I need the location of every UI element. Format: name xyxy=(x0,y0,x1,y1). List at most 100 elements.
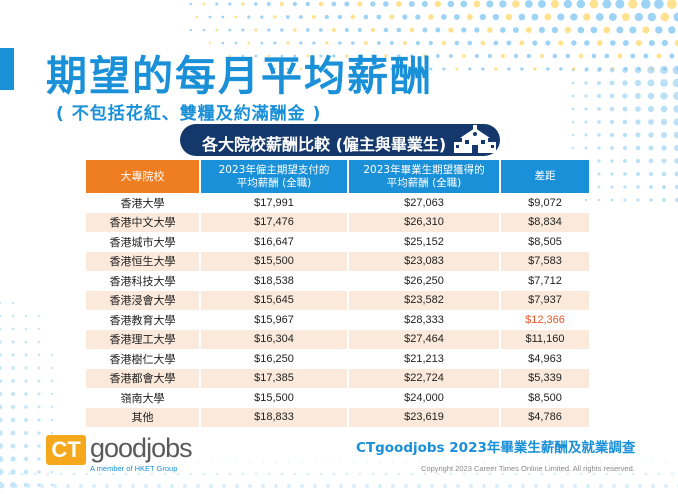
decorative-dot xyxy=(675,198,678,202)
decorative-dot xyxy=(37,340,41,344)
footer-title: CTgoodjobs 2023年畢業生薪酬及就業調查 xyxy=(356,440,636,456)
decorative-dot xyxy=(608,13,617,21)
decorative-dot xyxy=(634,12,643,22)
decorative-dot xyxy=(50,366,54,370)
decorative-dot xyxy=(648,119,654,125)
decorative-dot xyxy=(286,15,290,19)
decorative-dot xyxy=(24,340,28,344)
decorative-dot xyxy=(209,484,213,488)
decorative-dot xyxy=(210,461,212,463)
table-row: 香港科技大學 $18,538 $26,250 $7,712 xyxy=(86,271,589,291)
header-institution-label: 大專院校 xyxy=(120,170,165,183)
decorative-dot xyxy=(641,0,651,9)
decorative-dot xyxy=(383,27,389,33)
decorative-dot xyxy=(337,14,343,20)
decorative-dot xyxy=(584,68,588,72)
decorative-dot xyxy=(644,472,648,476)
decorative-dot xyxy=(584,40,590,46)
decorative-dot xyxy=(202,28,206,32)
table-row: 香港中文大學 $17,476 $26,310 $8,834 xyxy=(86,212,589,232)
decorative-dot xyxy=(301,461,303,463)
decorative-dot xyxy=(548,461,550,463)
decorative-dot xyxy=(395,1,402,7)
decorative-dot xyxy=(565,53,571,59)
decorative-dot xyxy=(448,54,453,58)
decorative-dot xyxy=(475,472,479,476)
decorative-dot xyxy=(405,461,407,463)
decorative-dot xyxy=(37,379,41,383)
decorative-dot xyxy=(306,28,310,32)
decorative-dot xyxy=(590,26,598,34)
decorative-dot xyxy=(647,79,655,87)
decorative-dot xyxy=(605,472,609,476)
decorative-dot xyxy=(648,145,654,151)
decorative-dot xyxy=(415,14,421,20)
decorative-dot xyxy=(467,40,473,46)
decorative-dot xyxy=(267,472,271,476)
decorative-dot xyxy=(455,67,459,71)
decorative-dot xyxy=(410,472,414,476)
decorative-dot xyxy=(260,41,264,45)
decorative-dot xyxy=(0,455,4,463)
decorative-dot xyxy=(660,79,668,87)
decorative-dot xyxy=(20,472,24,476)
decorative-dot xyxy=(306,472,310,476)
employer-salary-cell: $16,647 xyxy=(254,235,294,248)
decorative-dot xyxy=(435,27,441,33)
decorative-dot xyxy=(24,353,28,357)
decorative-dot xyxy=(495,484,499,488)
graduate-salary-cell: $26,310 xyxy=(349,212,499,232)
decorative-dot xyxy=(674,171,678,177)
decorative-dot xyxy=(487,27,493,33)
decorative-dot xyxy=(659,65,669,75)
decorative-dot xyxy=(630,53,636,59)
decorative-dot xyxy=(408,1,415,7)
graduate-salary-cell: $23,083 xyxy=(349,251,499,271)
gap-cell: $7,583 xyxy=(501,251,589,271)
decorative-dot xyxy=(50,470,54,474)
decorative-dot xyxy=(520,67,524,71)
decorative-dot xyxy=(145,461,147,463)
decorative-dot xyxy=(524,0,533,8)
decorative-dot xyxy=(311,14,316,20)
decorative-dot xyxy=(544,13,552,21)
gap-cell: $4,963 xyxy=(528,352,562,365)
table-row: 香港恒生大學 $15,500 $23,083 $7,583 xyxy=(86,251,589,271)
graduate-salary-cell: $27,464 xyxy=(349,329,499,349)
decorative-dot xyxy=(66,484,70,488)
decorative-dot xyxy=(597,159,601,163)
decorative-dot xyxy=(338,41,342,45)
decorative-dot xyxy=(331,28,336,32)
decorative-dot xyxy=(631,472,635,476)
table-header-row: 大專院校 2023年僱主期望支付的 平均薪酬 (全職) 2023年畢業生期望獲得… xyxy=(86,160,589,193)
decorative-dot xyxy=(457,461,459,463)
decorative-dot xyxy=(615,0,625,9)
decorative-dot xyxy=(10,391,16,397)
decorative-dot xyxy=(617,53,623,59)
decorative-dot xyxy=(602,0,612,9)
decorative-dot xyxy=(622,119,628,125)
gap-cell: $12,366 xyxy=(525,313,565,326)
decorative-dot xyxy=(622,93,628,99)
decorative-dot xyxy=(609,40,616,46)
decorative-dot xyxy=(493,40,499,46)
decorative-dot xyxy=(171,461,173,463)
logo-wordmark: goodjobs xyxy=(90,433,193,463)
decorative-dot xyxy=(505,13,513,21)
header-gap: 差距 xyxy=(501,160,589,193)
decorative-dot xyxy=(371,54,375,58)
decorative-dot xyxy=(634,66,642,74)
decorative-dot xyxy=(384,472,388,476)
decorative-dot xyxy=(635,106,641,112)
decorative-dot xyxy=(157,484,161,488)
header-graduate-salary: 2023年畢業生期望獲得的 平均薪酬 (全職) xyxy=(349,160,499,193)
decorative-dot xyxy=(390,67,394,71)
decorative-dot xyxy=(189,472,193,476)
decorative-dot xyxy=(538,26,545,34)
decorative-dot xyxy=(402,14,408,20)
decorative-dot xyxy=(306,54,310,58)
decorative-dot xyxy=(0,314,2,318)
decorative-dot xyxy=(389,41,394,45)
decorative-dot xyxy=(571,107,575,111)
